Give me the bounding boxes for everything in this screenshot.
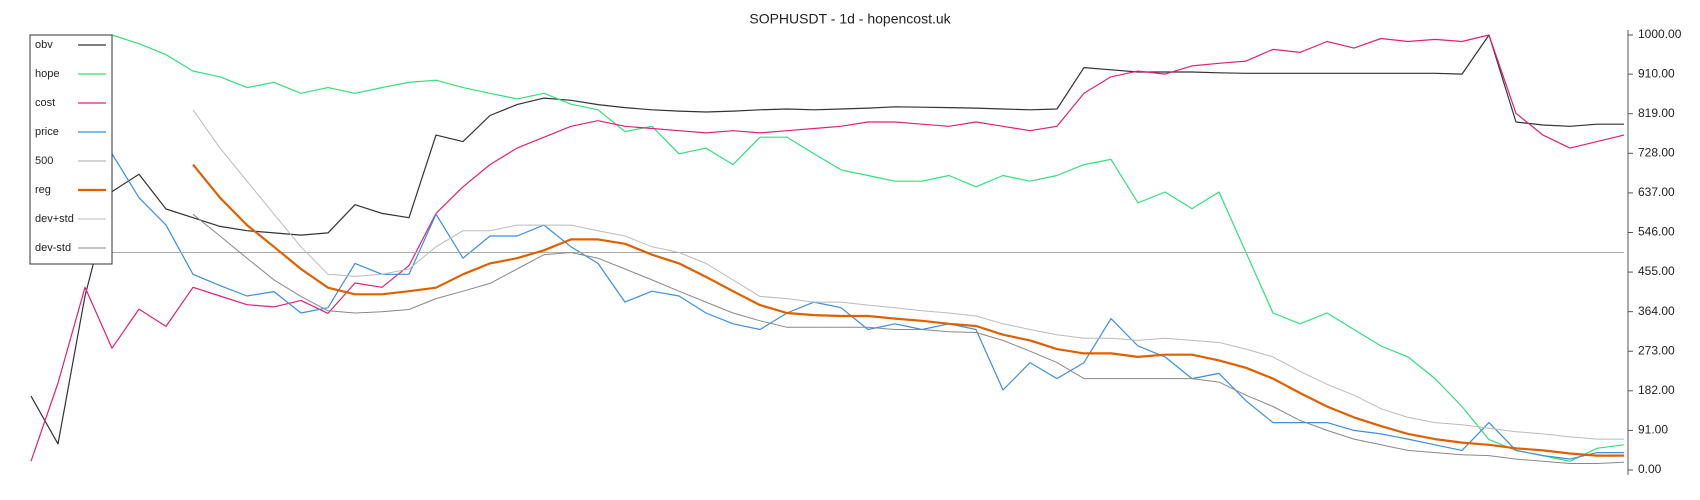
y-tick-label: 819.00 xyxy=(1638,106,1675,120)
series-line xyxy=(192,163,1624,457)
y-tick-label: 182.00 xyxy=(1638,383,1675,397)
series-line xyxy=(192,109,1624,440)
y-tick-label: 910.00 xyxy=(1638,66,1675,80)
legend-label: hope xyxy=(35,68,59,80)
y-tick-label: 455.00 xyxy=(1638,264,1675,278)
chart-title: SOPHUSDT - 1d - hopencost.uk xyxy=(749,11,951,27)
y-tick-label: 273.00 xyxy=(1638,343,1675,357)
legend-label: dev-std xyxy=(35,242,71,254)
legend-label: dev+std xyxy=(35,213,74,225)
y-tick-label: 364.00 xyxy=(1638,304,1675,318)
legend-label: cost xyxy=(35,97,55,109)
y-tick-label: 728.00 xyxy=(1638,145,1675,159)
legend-label: reg xyxy=(35,184,51,196)
series-line xyxy=(192,213,1625,464)
y-tick-label: 637.00 xyxy=(1638,185,1675,199)
legend-label: price xyxy=(35,126,59,138)
legend-label: 500 xyxy=(35,155,53,167)
y-tick-label: 0.00 xyxy=(1638,462,1662,476)
legend: obv hope cost price 500 reg dev+std dev-std xyxy=(29,34,113,265)
legend-box xyxy=(29,34,113,265)
series-line xyxy=(30,34,1625,462)
y-tick-label: 91.00 xyxy=(1638,423,1668,437)
series-line xyxy=(30,34,1624,445)
y-tick-label: 1000.00 xyxy=(1638,27,1682,41)
series-line xyxy=(111,34,1625,462)
legend-label: obv xyxy=(35,39,53,51)
series-line xyxy=(111,153,1624,460)
y-tick-label: 546.00 xyxy=(1638,225,1675,239)
